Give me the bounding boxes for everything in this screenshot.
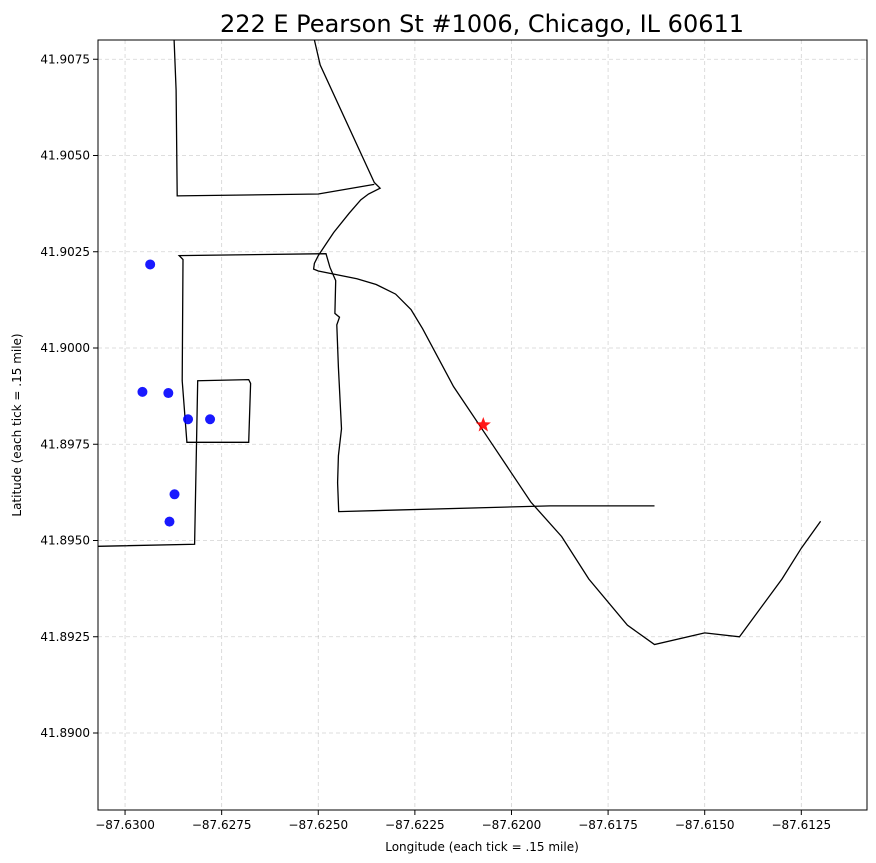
x-tick-label: −87.6225 <box>385 818 445 832</box>
x-tick-label: −87.6150 <box>675 818 735 832</box>
scatter-point <box>205 414 216 425</box>
scatter-point <box>163 388 174 399</box>
chart-title: 222 E Pearson St #1006, Chicago, IL 6061… <box>220 10 744 38</box>
scatter-points <box>137 259 216 527</box>
y-tick-label: 41.9025 <box>40 245 90 259</box>
y-axis-ticks: 41.8900 41.8925 41.8950 41.8975 41.9000 41.90… <box>40 52 98 740</box>
scatter-point <box>164 516 175 527</box>
y-axis-label: Latitude (each tick = .15 mile) <box>10 333 24 516</box>
x-axis-label: Longitude (each tick = .15 mile) <box>385 840 579 854</box>
y-tick-label: 41.8925 <box>40 630 90 644</box>
boundary-line <box>97 253 655 547</box>
x-tick-label: −87.6275 <box>192 818 252 832</box>
x-tick-label: −87.6175 <box>578 818 638 832</box>
scatter-point <box>183 414 194 425</box>
plot-frame <box>97 39 868 811</box>
x-tick-label: −87.6125 <box>771 818 831 832</box>
x-tick-label: −87.6300 <box>95 818 155 832</box>
y-tick-label: 41.9000 <box>40 341 90 355</box>
scatter-point <box>145 259 156 270</box>
boundary-lines <box>97 39 822 646</box>
y-tick-label: 41.8975 <box>40 437 90 451</box>
x-tick-label: −87.6200 <box>482 818 542 832</box>
x-axis-ticks: −87.6300 −87.6275 −87.6250 −87.6225 −87.6200… <box>95 810 831 832</box>
y-tick-label: 41.9050 <box>40 149 90 163</box>
grid-lines <box>98 40 867 810</box>
boundary-line <box>312 39 822 646</box>
y-tick-label: 41.9075 <box>40 52 90 66</box>
scatter-point <box>137 386 148 397</box>
target-star <box>475 417 491 432</box>
y-tick-label: 41.8900 <box>40 726 90 740</box>
x-tick-label: −87.6250 <box>288 818 348 832</box>
y-tick-label: 41.8950 <box>40 534 90 548</box>
boundary-line <box>173 39 375 197</box>
target-marker <box>475 417 491 432</box>
scatter-point <box>169 489 180 500</box>
